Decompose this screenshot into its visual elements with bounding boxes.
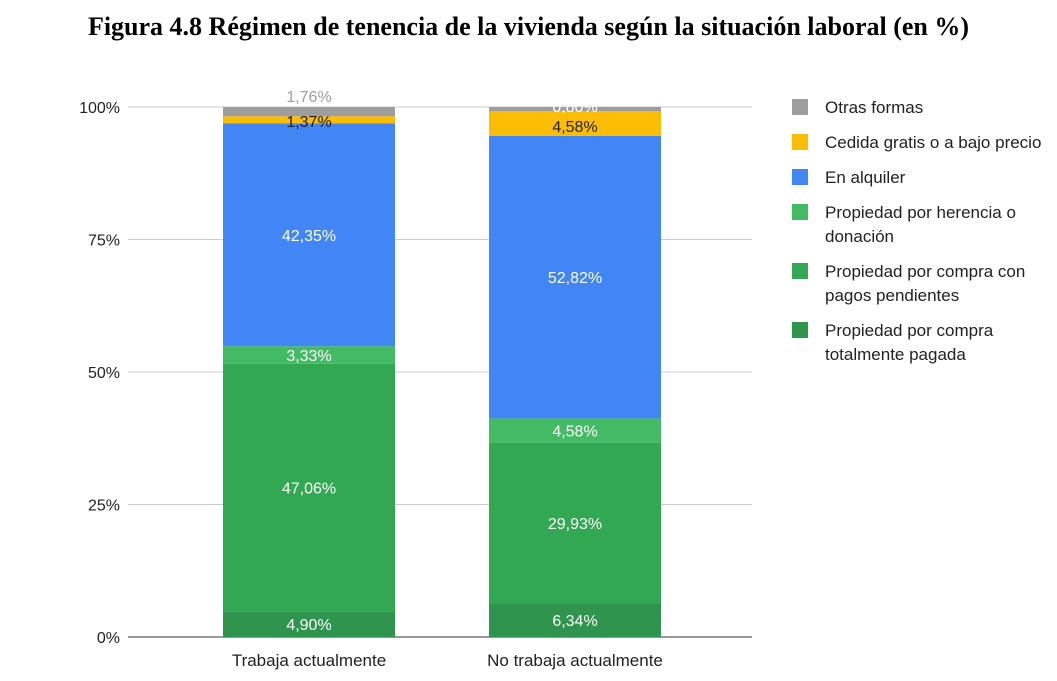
legend-item: En alquiler [792, 166, 1057, 190]
data-label: 0,80% [552, 99, 597, 116]
legend-swatch [792, 322, 808, 338]
stacked-bar-chart: 0% 25% 50% 75% 100% 4,90% 47,06% 3,33% 42,35% 1,3… [79, 89, 752, 670]
data-label: 4,58% [552, 119, 597, 136]
bar-segment [489, 111, 661, 136]
legend-swatch [792, 263, 808, 279]
legend-label: En alquiler [825, 168, 906, 187]
data-label: 1,37% [286, 114, 331, 131]
legend-item: Propiedad por compra con pagos pendiente… [792, 260, 1057, 308]
data-label: 47,06% [282, 480, 336, 497]
legend-label: Propiedad por compra con pagos pendiente… [825, 262, 1026, 305]
legend-item: Otras formas [792, 96, 1057, 120]
data-label: 42,35% [282, 228, 336, 245]
bar-segment [223, 107, 395, 117]
legend-item: Propiedad por compra totalmente pagada [792, 319, 1057, 367]
data-label: 4,90% [286, 617, 331, 634]
legend-swatch [792, 169, 808, 185]
legend-label: Cedida gratis o a bajo precio [825, 133, 1042, 152]
bar-segment [489, 418, 661, 443]
legend-swatch [792, 134, 808, 150]
legend-label: Otras formas [825, 98, 924, 117]
data-label: 29,93% [548, 516, 602, 533]
data-label: 4,58% [552, 424, 597, 441]
data-label: 52,82% [548, 270, 602, 287]
legend-item: Propiedad por herencia o donación [792, 201, 1057, 249]
bar-segment [489, 603, 661, 637]
x-category-label: Trabaja actualmente [232, 651, 386, 670]
legend-label: Propiedad por compra totalmente pagada [825, 321, 994, 364]
legend-label: Propiedad por herencia o donación [825, 203, 1016, 246]
data-label: 6,34% [552, 613, 597, 630]
y-tick-label: 0% [97, 630, 120, 647]
bar-segment [223, 116, 395, 124]
chart-legend: Otras formas Cedida gratis o a bajo preci… [792, 96, 1057, 378]
y-tick-label: 25% [88, 498, 120, 515]
chart-title: Figura 4.8 Régimen de tenencia de la viv… [87, 12, 970, 41]
data-label: 1,76% [286, 89, 331, 106]
x-category-label: No trabaja actualmente [487, 651, 663, 670]
bar-segment [223, 123, 395, 347]
bar-segment [223, 346, 395, 364]
data-label: 3,33% [286, 348, 331, 365]
bar-segment [489, 135, 661, 419]
bar-segment [489, 107, 661, 112]
legend-item: Cedida gratis o a bajo precio [792, 131, 1057, 155]
bar-segment [489, 442, 661, 604]
bar-segment [223, 363, 395, 612]
y-tick-label: 75% [88, 233, 120, 250]
y-tick-label: 100% [79, 100, 120, 117]
legend-swatch [792, 204, 808, 220]
y-tick-label: 50% [88, 365, 120, 382]
bar-segment [223, 611, 395, 637]
legend-swatch [792, 99, 808, 115]
